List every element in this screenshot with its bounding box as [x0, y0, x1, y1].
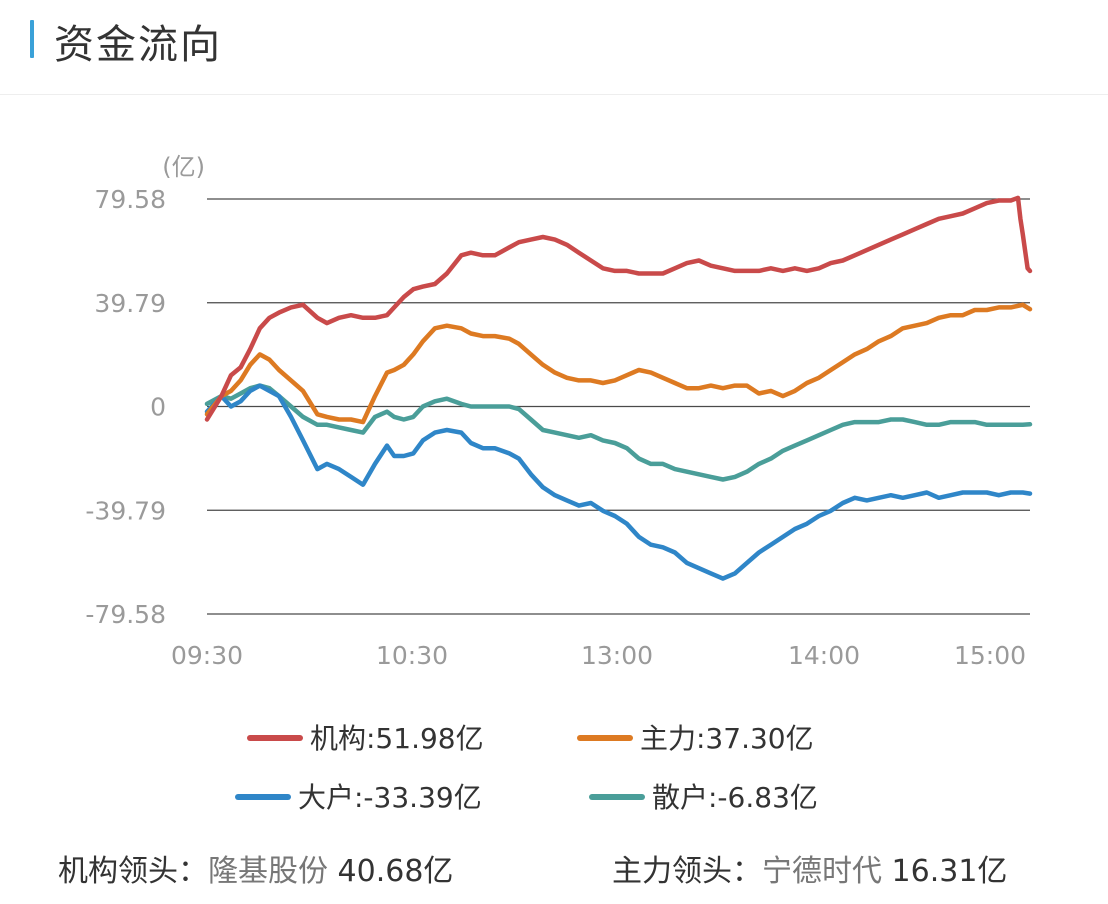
x-tick-label: 14:00: [788, 641, 860, 670]
legend-label: 大户:-33.39亿: [298, 781, 482, 814]
institution-leader: 机构领头：隆基股份 40.68亿: [58, 846, 453, 890]
series-line-3: [204, 383, 1033, 581]
institution-leader-stock: 隆基股份: [208, 854, 328, 889]
y-tick-label: 79.58: [94, 185, 166, 214]
main-force-leader: 主力领头：宁德时代 16.31亿: [612, 846, 1007, 890]
legend-label: 散户:-6.83亿: [652, 781, 818, 814]
series-lines: [204, 195, 1033, 581]
legend-label: 主力:37.30亿: [640, 722, 814, 755]
fund-flow-chart: (亿) 79.58 39.79 0 -39.79 -79.58 09:30 10:30 13…: [85, 153, 1033, 814]
grid-lines: [207, 198, 1030, 615]
x-tick-label: 13:00: [581, 641, 653, 670]
institution-leader-value: 40.68亿: [337, 854, 454, 889]
y-axis-unit-label: (亿): [162, 153, 205, 181]
main-force-leader-label: 主力领头：: [612, 854, 762, 889]
series-line-4: [204, 383, 1033, 482]
section-header: 资金流向: [0, 0, 1108, 95]
main-force-leader-value: 16.31亿: [891, 854, 1008, 889]
x-tick-label: 10:30: [376, 641, 448, 670]
leaders-row: 机构领头：隆基股份 40.68亿 主力领头：宁德时代 16.31亿: [0, 838, 1108, 890]
legend-label: 机构:51.98亿: [310, 722, 484, 755]
x-tick-label: 15:00: [954, 641, 1026, 670]
x-axis-ticks: 09:30 10:30 13:00 14:00 15:00: [171, 641, 1026, 670]
y-tick-label: -79.58: [85, 600, 166, 629]
series-line-2: [204, 302, 1033, 425]
y-axis-ticks: 79.58 39.79 0 -39.79 -79.58: [85, 185, 166, 629]
x-tick-label: 09:30: [171, 641, 243, 670]
series-line-1: [204, 195, 1033, 422]
main-force-leader-stock: 宁德时代: [762, 854, 882, 889]
header-accent-bar: [30, 20, 34, 58]
y-tick-label: 39.79: [94, 289, 166, 318]
y-tick-label: -39.79: [85, 496, 166, 525]
institution-leader-label: 机构领头：: [58, 854, 208, 889]
page-title: 资金流向: [54, 22, 222, 68]
y-tick-label: 0: [150, 393, 166, 422]
